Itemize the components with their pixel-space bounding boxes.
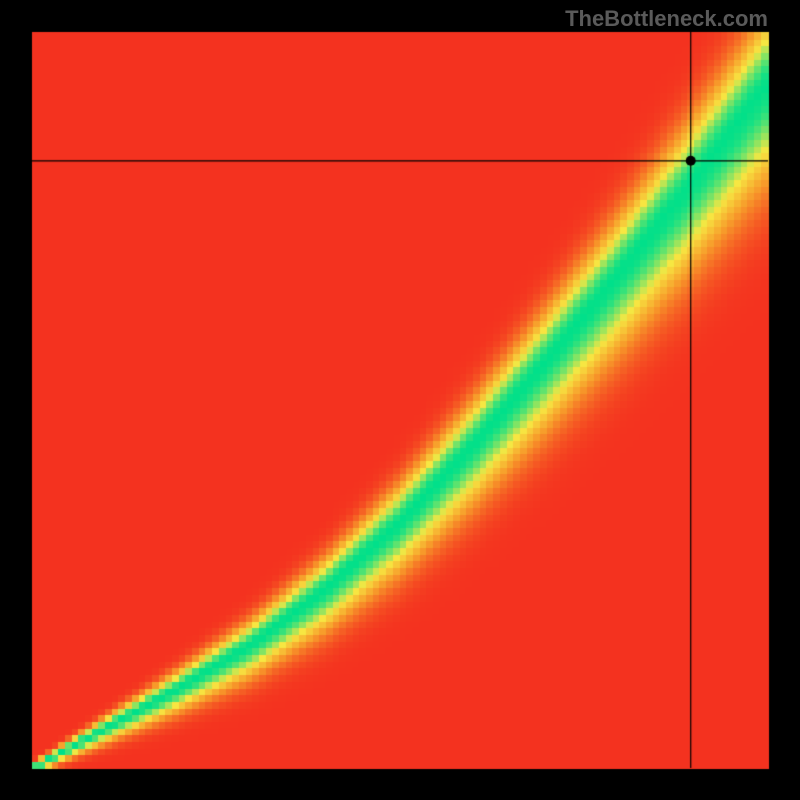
bottleneck-heatmap xyxy=(0,0,800,800)
watermark-text: TheBottleneck.com xyxy=(565,6,768,32)
root-container: TheBottleneck.com xyxy=(0,0,800,800)
